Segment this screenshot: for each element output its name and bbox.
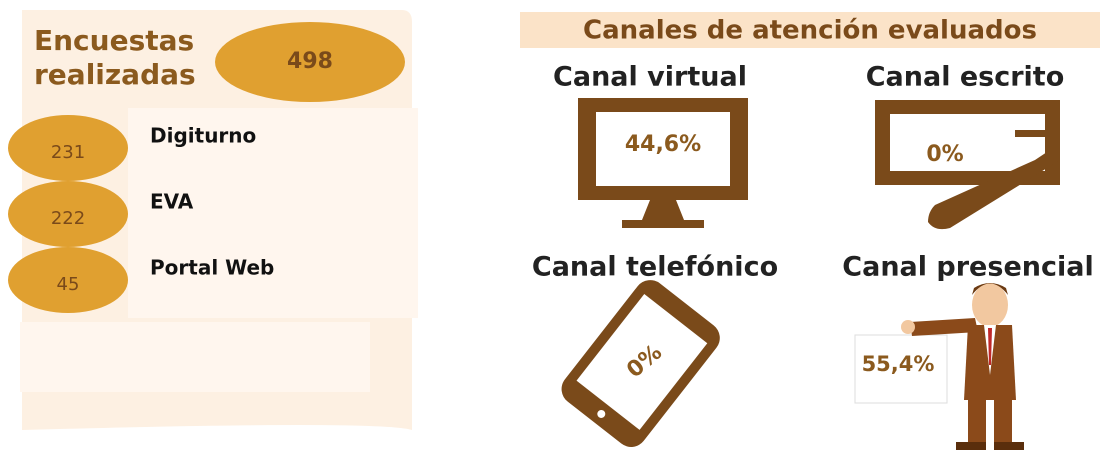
item-label: EVA	[150, 190, 194, 214]
item-value: 45	[57, 274, 80, 295]
item-ellipse	[8, 181, 128, 247]
item-value: 222	[51, 208, 85, 229]
channel-value: 0%	[926, 142, 963, 167]
card-icon	[875, 100, 1060, 230]
item-panel	[128, 108, 418, 318]
item-label: Portal Web	[150, 256, 274, 280]
channel-value: 44,6%	[625, 132, 701, 157]
item-ellipse	[8, 115, 128, 181]
channel-name: Canal telefónico	[532, 252, 778, 283]
item-label: Digiturno	[150, 124, 256, 148]
item-value: 231	[51, 142, 85, 163]
item-ellipse	[8, 247, 128, 313]
channels-header	[520, 12, 1100, 48]
channel-name: Canal presencial	[842, 252, 1093, 283]
total-value: 498	[287, 49, 333, 74]
channels-title: Canales de atención evaluados	[583, 16, 1037, 46]
presenter-icon	[854, 283, 1024, 450]
monitor-icon	[578, 98, 748, 228]
total-ellipse	[215, 22, 405, 102]
channel-value: 55,4%	[862, 352, 935, 376]
empty-panel	[20, 322, 370, 392]
channel-name: Canal virtual	[553, 62, 747, 93]
survey-title: Encuestas	[34, 24, 194, 57]
channel-name: Canal escrito	[866, 62, 1065, 93]
survey-title: realizadas	[34, 58, 196, 91]
phone-icon	[561, 280, 720, 447]
